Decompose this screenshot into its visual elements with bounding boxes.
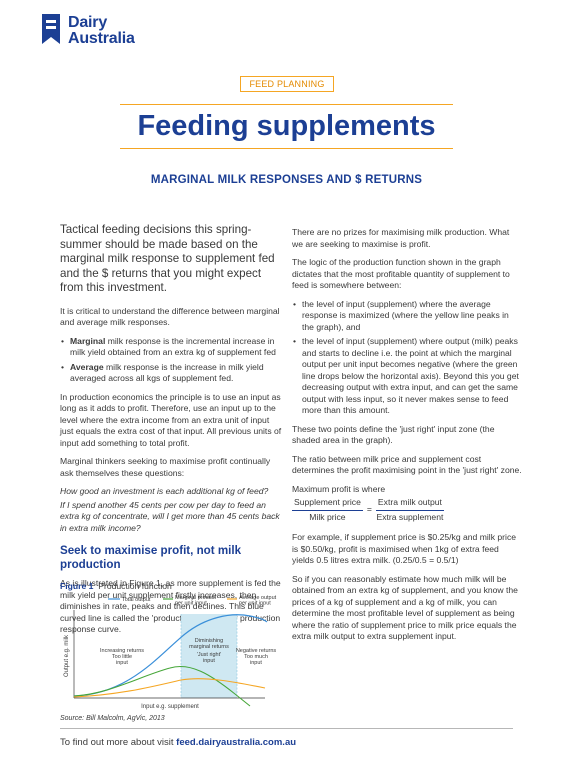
right-column: There are no prizes for maximising milk … [292, 227, 522, 650]
figure-source: Source: Bill Malcolm, AgVic, 2013 [60, 715, 165, 722]
output-ratio: Extra milk output Extra supplement [375, 497, 444, 523]
y-axis-label: Output e.g. milk [64, 634, 70, 677]
list-item: the level of input (supplement) where ou… [292, 336, 522, 417]
milk-price: Milk price [309, 511, 346, 522]
paragraph: So if you can reasonably estimate how mu… [292, 573, 518, 642]
page-subtitle: MARGINAL MILK RESPONSES AND $ RETURNS [150, 174, 423, 186]
bullet-list: the level of input (supplement) where th… [292, 299, 522, 417]
paragraph: The ratio between milk price and supplem… [292, 453, 522, 476]
production-function-chart: Total output Marginal product per unit in… [64, 595, 277, 710]
supplement-price: Supplement price [292, 497, 363, 511]
legend-average-label: Average output per unit input [239, 595, 277, 607]
equals-sign: = [366, 504, 372, 515]
paragraph: Marginal thinkers seeking to maximise pr… [60, 456, 271, 478]
list-item: Average milk response is the increase in… [60, 362, 282, 385]
legend-marginal-label: Marginal product per unit input [175, 595, 216, 607]
list-item: the level of input (supplement) where th… [292, 299, 522, 334]
formula-label: Maximum profit is where [292, 483, 386, 494]
average-output-line [73, 678, 266, 698]
page-title: Feeding supplements [137, 110, 436, 142]
just-right-zone [181, 614, 237, 698]
paragraph: In production economics the principle is… [60, 391, 282, 448]
section-heading: Seek to maximise profit, not milk produc… [60, 544, 242, 571]
paragraph: The logic of the production function sho… [292, 257, 510, 290]
footer-divider [60, 728, 513, 729]
zone-label-left: Increasing returns Too little input [100, 648, 144, 666]
footer: To find out more about visit feed.dairya… [60, 737, 296, 748]
intro-paragraph: Tactical feeding decisions this spring-s… [60, 223, 275, 294]
paragraph: It is critical to understand the differe… [60, 305, 280, 328]
profit-formula: Supplement price Milk price = Extra milk… [292, 497, 522, 523]
bullet-list: Marginal milk response is the incrementa… [60, 336, 282, 385]
total-output-line [73, 614, 268, 697]
paragraph: There are no prizes for maximising milk … [292, 227, 510, 249]
paragraph: As is illustrated in Figure 1, as more s… [60, 578, 281, 634]
zone-label-middle: Diminishing marginal returns 'Just right' i… [189, 638, 229, 664]
paragraph: For example, if supplement price is $0.2… [292, 532, 517, 565]
footer-link[interactable]: feed.dairyaustralia.com.au [176, 737, 297, 748]
question: If I spend another 45 cents per cow per … [60, 499, 280, 533]
x-axis-label: Input e.g. supplement [141, 704, 199, 710]
question: How good an investment is each additiona… [60, 486, 269, 496]
marginal-product-line [73, 666, 251, 707]
legend-total-label: Total output [122, 597, 151, 603]
title-divider-bottom [120, 148, 453, 149]
list-item: Marginal milk response is the incrementa… [60, 336, 282, 359]
dairy-australia-logo-icon [42, 14, 60, 44]
extra-milk-output: Extra milk output [375, 497, 444, 511]
extra-supplement: Extra supplement [376, 511, 444, 522]
brand-name: Dairy Australia [68, 14, 135, 47]
price-ratio: Supplement price Milk price [292, 497, 363, 523]
zone-label-right: Negative returns Too much input [236, 648, 277, 666]
left-column: Tactical feeding decisions this spring-s… [60, 223, 282, 643]
section-tag: FEED PLANNING [240, 76, 334, 92]
figure-caption: Figure 1 Production function [60, 581, 172, 591]
footer-text: To find out more about visit [60, 737, 177, 748]
paragraph: These two points define the 'just right'… [292, 423, 495, 446]
title-divider-top [120, 104, 453, 105]
